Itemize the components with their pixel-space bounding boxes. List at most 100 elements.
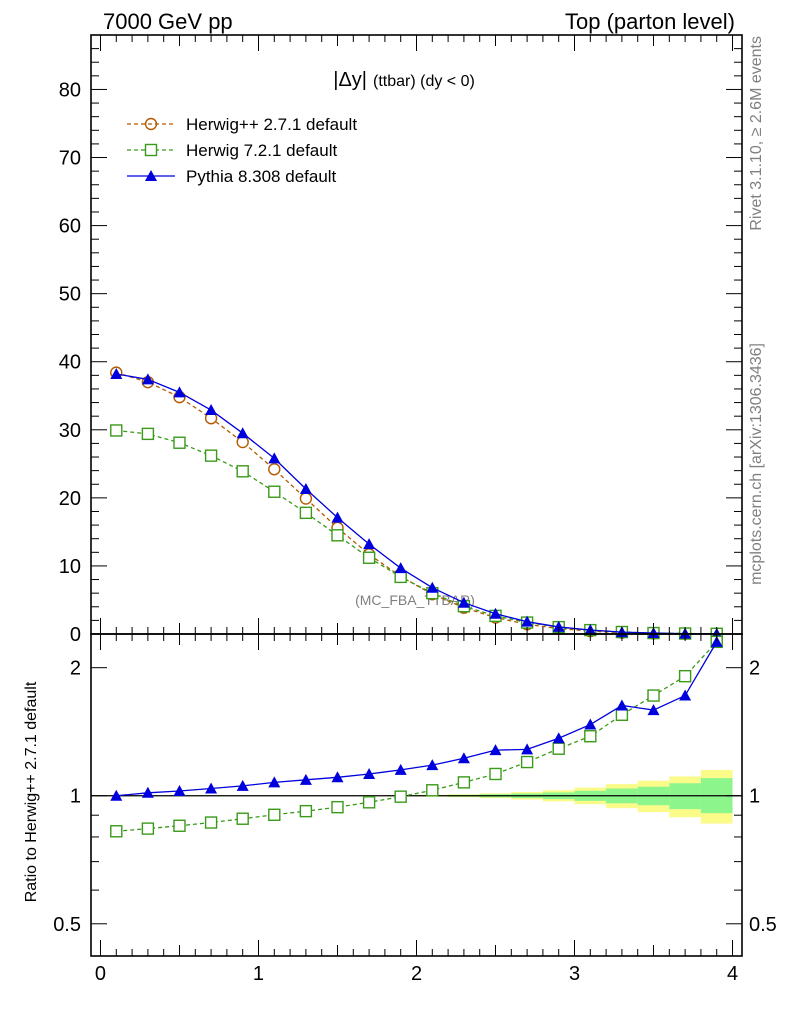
data-point <box>299 773 312 785</box>
y-tick-label: 80 <box>59 79 81 101</box>
y-tick-label: 60 <box>59 216 81 238</box>
x-tick-label: 0 <box>95 963 106 985</box>
data-point <box>205 404 218 416</box>
data-point <box>268 452 281 464</box>
main-y-axis: 0 10 20 30 40 50 60 70 80 <box>59 34 742 646</box>
data-point <box>552 620 565 632</box>
data-point <box>489 607 502 619</box>
data-point <box>205 782 218 794</box>
series-herwig <box>110 635 723 838</box>
data-point <box>394 763 407 775</box>
data-point <box>110 789 123 801</box>
y-tick-label: 1 <box>70 786 81 808</box>
data-point <box>173 386 186 398</box>
data-point <box>521 743 534 755</box>
y-tick-label: 10 <box>59 556 81 578</box>
data-point <box>584 730 597 743</box>
ratio-y-axis: 0.5 0.5 1 1 2 2 <box>53 658 777 936</box>
data-point <box>552 742 565 755</box>
ratio-frame <box>90 633 743 957</box>
analysis-watermark: (MC_FBA_TTBAR) <box>355 592 475 608</box>
data-point <box>394 790 407 803</box>
data-point <box>552 732 565 744</box>
data-point <box>615 708 629 721</box>
data-point <box>489 744 502 756</box>
ratio-uncertainty-band <box>100 769 733 824</box>
data-point <box>584 718 597 730</box>
x-axis: 0 1 2 3 4 <box>95 35 738 985</box>
data-point <box>236 812 249 825</box>
data-point <box>110 424 123 437</box>
y-tick-label: 2 <box>749 658 760 680</box>
legend-entry-herwig7: Herwig 7.2.1 default <box>127 141 337 160</box>
triangle-marker-icon <box>145 170 157 181</box>
y-tick-label: 0 <box>70 624 81 646</box>
process-label: Top (parton level) <box>565 9 735 34</box>
data-point <box>110 825 123 838</box>
data-point <box>457 752 470 764</box>
data-point <box>647 689 660 702</box>
data-point <box>331 800 344 814</box>
data-point <box>489 767 502 781</box>
y-tick-label: 40 <box>59 352 81 374</box>
data-point <box>363 538 376 550</box>
data-point <box>299 804 313 818</box>
data-point <box>521 615 534 627</box>
data-point <box>236 427 249 439</box>
data-point <box>299 492 313 505</box>
data-point <box>141 822 155 835</box>
y-tick-label: 50 <box>59 284 81 306</box>
data-point <box>331 771 344 783</box>
legend-entry-pythia: Pythia 8.308 default <box>127 167 337 186</box>
main-panel: (MC_FBA_TTBAR) 0 10 20 30 40 50 60 70 80 |Δy| (t… <box>59 34 743 646</box>
data-point <box>268 776 281 788</box>
x-tick-label: 1 <box>253 963 264 985</box>
data-point <box>710 635 723 647</box>
series-line <box>116 371 717 635</box>
data-point <box>173 784 186 796</box>
square-marker-icon <box>144 143 158 157</box>
data-point <box>394 562 407 574</box>
rivet-version-label: Rivet 3.1.10, ≥ 2.6M events <box>748 36 765 231</box>
y-tick-label: 30 <box>59 420 81 442</box>
y-tick-label: 70 <box>59 148 81 170</box>
data-point <box>236 779 249 791</box>
data-point <box>426 784 439 797</box>
data-point <box>678 669 692 683</box>
legend-label-herwigpp: Herwig++ 2.7.1 default <box>186 115 357 134</box>
y-tick-label: 1 <box>749 786 760 808</box>
series-pythia <box>110 635 723 801</box>
y-tick-label: 2 <box>70 658 81 680</box>
data-point <box>173 819 186 832</box>
x-tick-label: 4 <box>727 963 738 985</box>
data-point <box>520 755 534 769</box>
data-point <box>615 699 628 711</box>
data-point <box>141 427 155 441</box>
data-point <box>457 776 471 789</box>
data-point <box>299 483 312 495</box>
data-point <box>457 596 470 608</box>
circle-marker-icon <box>144 117 158 131</box>
plot-title-sub: (ttbar) (dy < 0) <box>373 73 475 90</box>
energy-label: 7000 GeV pp <box>103 9 233 34</box>
y-tick-label: 20 <box>59 488 81 510</box>
ratio-ylabel: Ratio to Herwig++ 2.7.1 default <box>23 681 40 902</box>
y-tick-label: 0.5 <box>749 914 777 936</box>
legend-label-herwig7: Herwig 7.2.1 default <box>186 141 337 160</box>
y-tick-label: 0.5 <box>53 914 81 936</box>
legend-label-pythia: Pythia 8.308 default <box>186 167 337 186</box>
data-point <box>236 465 249 478</box>
data-point <box>331 511 344 523</box>
source-label: mcplots.cern.ch [arXiv:1306.3436] <box>748 343 765 585</box>
series-line <box>116 641 718 797</box>
ratio-series-layer <box>110 635 723 838</box>
data-point <box>426 759 439 771</box>
data-point <box>141 373 154 385</box>
plot-title-main: |Δy| <box>333 69 367 91</box>
data-point <box>647 704 660 716</box>
data-point <box>110 367 123 379</box>
data-point <box>362 796 376 809</box>
data-point <box>268 485 281 498</box>
data-point <box>204 449 218 462</box>
